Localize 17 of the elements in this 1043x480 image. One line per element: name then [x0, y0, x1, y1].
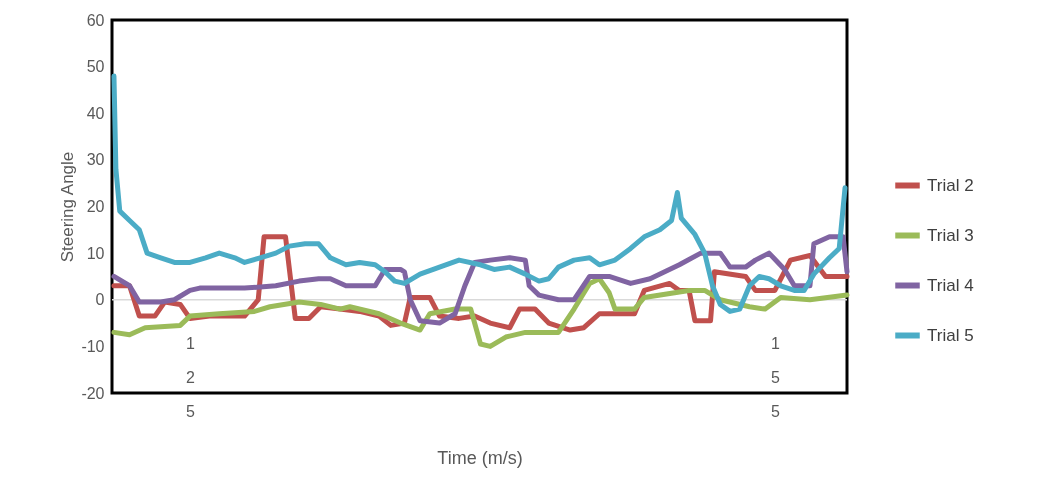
- y-tick-label: 10: [86, 244, 105, 262]
- y-tick-label: 0: [95, 291, 105, 309]
- y-tick-label: 50: [86, 58, 105, 76]
- x-tick-label: 1 5 5: [770, 334, 780, 420]
- legend-label: Trial 5: [927, 325, 974, 345]
- legend-label: Trial 3: [927, 225, 974, 245]
- y-tick-label: 60: [86, 11, 105, 29]
- y-tick-label: 30: [86, 151, 105, 169]
- y-tick-label: -10: [81, 337, 105, 355]
- y-tick-label: 40: [86, 104, 105, 122]
- y-tick-label: 20: [86, 198, 105, 215]
- y-axis-title: Steering Angle: [58, 151, 78, 263]
- legend-label: Trial 4: [927, 275, 974, 295]
- y-tick-label: -20: [81, 384, 105, 402]
- legend-label: Trial 2: [927, 175, 974, 195]
- x-axis-title: Time (m/s): [437, 447, 523, 468]
- x-tick-label: 1 2 5: [186, 334, 196, 420]
